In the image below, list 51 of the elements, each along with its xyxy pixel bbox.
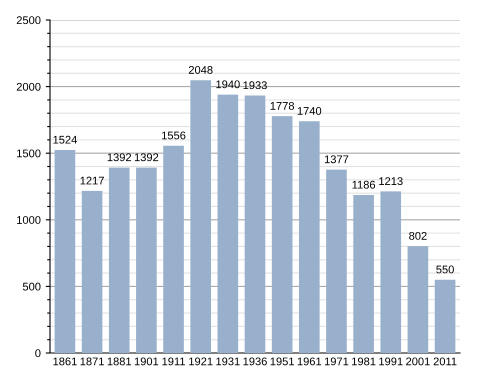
x-tick-label: 2011 — [434, 357, 456, 366]
data-label: 1524 — [53, 136, 77, 144]
x-tick-label: 1991 — [379, 357, 403, 366]
bar — [272, 116, 292, 353]
data-label: 1186 — [352, 180, 376, 189]
bar — [380, 191, 402, 353]
x-tick-label: 1871 — [80, 357, 104, 366]
data-label: 1556 — [162, 132, 186, 140]
x-tick-label: 1981 — [352, 357, 376, 366]
data-label: 1392 — [134, 153, 158, 162]
x-tick-label: 1931 — [216, 357, 240, 366]
data-label: 2048 — [188, 66, 213, 74]
data-label: 550 — [436, 266, 454, 274]
bar — [218, 94, 238, 353]
y-tick-label: 0 — [35, 349, 41, 358]
y-tick-label: 2500 — [16, 16, 41, 24]
y-tick-label: 2000 — [16, 82, 41, 91]
x-tick-label: 1921 — [189, 357, 213, 366]
x-tick-label: 1936 — [243, 357, 267, 366]
bar — [408, 246, 428, 353]
x-tick-label: 1901 — [134, 357, 158, 366]
bar — [82, 190, 102, 353]
x-tick-label: 1861 — [53, 357, 77, 366]
x-tick-label: 1971 — [324, 357, 348, 366]
data-label: 1377 — [324, 155, 348, 164]
data-label: 1933 — [243, 81, 267, 90]
bar — [298, 121, 320, 353]
y-tick-label: 1500 — [17, 149, 41, 158]
data-label: 1940 — [216, 80, 240, 88]
data-label: 802 — [409, 232, 427, 240]
bar — [326, 170, 347, 353]
bar — [244, 96, 266, 353]
x-tick-label: 1911 — [162, 357, 185, 366]
data-label: 1392 — [108, 153, 132, 162]
y-tick-label: 500 — [22, 282, 41, 291]
x-tick-label: 1881 — [108, 357, 132, 366]
bar — [353, 195, 374, 353]
bar — [136, 168, 157, 353]
data-label: 1213 — [379, 177, 403, 186]
x-tick-label: 2001 — [406, 357, 430, 366]
data-label: 1778 — [270, 102, 294, 110]
y-tick-label: 1000 — [17, 216, 41, 224]
data-label: 1740 — [298, 107, 322, 115]
bar — [190, 80, 212, 353]
x-tick-label: 1951 — [270, 357, 294, 366]
bar — [54, 150, 76, 353]
bar — [108, 168, 130, 353]
data-label: 1217 — [80, 176, 104, 184]
bar — [434, 280, 456, 353]
x-tick-label: 1961 — [298, 357, 322, 366]
bar — [163, 146, 184, 353]
